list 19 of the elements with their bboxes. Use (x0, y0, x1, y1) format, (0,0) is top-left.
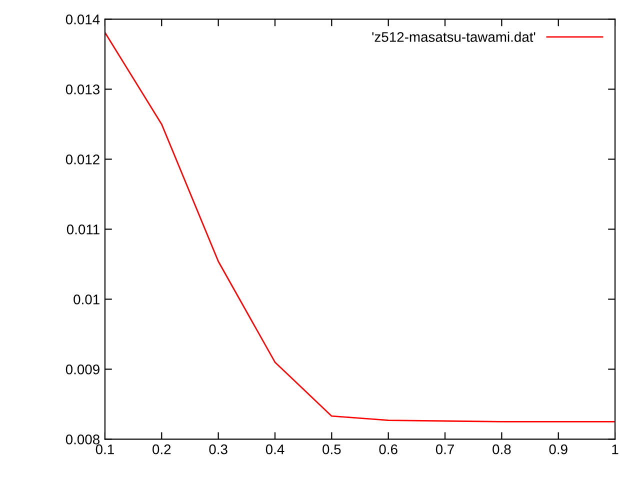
x-tick-label: 0.5 (322, 444, 341, 454)
y-tick-label: 0.01 (74, 294, 100, 304)
line-series (104, 32, 616, 422)
x-tick-label: 0.9 (549, 444, 568, 454)
x-tick-label: 0.4 (266, 444, 284, 454)
x-tick-label: 0.7 (436, 444, 454, 454)
x-tick-label: 1 (612, 444, 618, 454)
y-tick-label: 0.013 (66, 84, 100, 94)
x-tick-label: 0.1 (96, 444, 114, 454)
x-tick-label: 0.2 (152, 444, 171, 454)
y-tick-label: 0.014 (66, 14, 100, 24)
y-tick-label: 0.012 (66, 154, 100, 164)
y-tick-label: 0.008 (66, 434, 100, 444)
legend-label: 'z512-masatsu-tawami.dat' (372, 32, 536, 42)
y-tick-label: 0.011 (66, 224, 100, 234)
x-tick-label: 0.8 (492, 444, 511, 454)
x-tick-label: 0.3 (209, 444, 228, 454)
x-tick-label: 0.6 (379, 444, 398, 454)
y-tick-label: 0.009 (66, 364, 100, 374)
